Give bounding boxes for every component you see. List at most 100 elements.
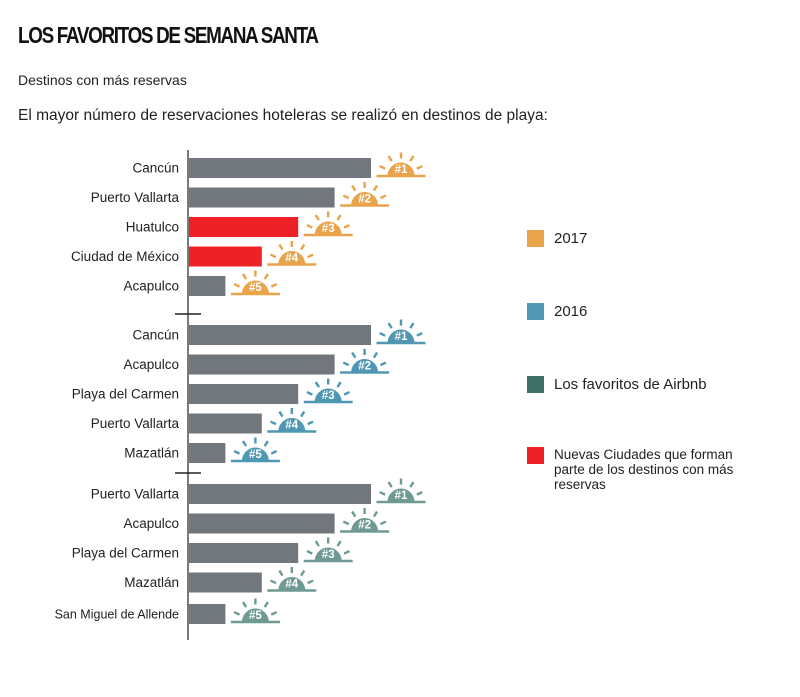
bar-2-2 xyxy=(189,543,299,563)
category-label: Huatulco xyxy=(126,220,179,235)
bar-0-2 xyxy=(189,217,299,237)
rank-ray xyxy=(233,282,241,288)
chart-intro: El mayor número de reservaciones hoteler… xyxy=(18,107,548,124)
category-label: Cancún xyxy=(132,161,179,176)
rank-sun-1-2 xyxy=(314,388,342,402)
bar-0-4 xyxy=(189,276,226,296)
rank-label: #2 xyxy=(358,361,371,373)
rank-ray xyxy=(351,184,357,192)
rank-label: #3 xyxy=(322,549,335,561)
bar-2-1 xyxy=(189,513,335,534)
legend-label-airbnb: Los favoritos de Airbnb xyxy=(554,376,707,393)
rank-ray xyxy=(241,601,248,608)
category-label: Puerto Vallarta xyxy=(91,487,180,502)
rank-ray xyxy=(409,155,415,162)
rank-label: #5 xyxy=(249,282,262,294)
rank-sun-0-0 xyxy=(387,162,415,176)
rank-ray xyxy=(270,449,278,455)
category-label: Cancún xyxy=(132,328,179,343)
rank-ray xyxy=(387,155,393,162)
rank-ray xyxy=(278,410,284,418)
rank-label: #1 xyxy=(395,490,408,502)
rank-sun-1-4 xyxy=(241,447,269,461)
rank-ray xyxy=(270,282,278,288)
rank-ray xyxy=(278,569,284,577)
rank-ray xyxy=(241,440,248,447)
rank-ray xyxy=(379,490,386,496)
category-label: Mazatlán xyxy=(124,575,179,590)
bar-1-3 xyxy=(189,413,262,434)
legend-swatch-airbnb xyxy=(527,376,544,393)
rank-ray xyxy=(416,164,423,170)
bar-2-4 xyxy=(189,604,226,624)
rank-ray xyxy=(307,253,314,259)
category-label: Puerto Vallarta xyxy=(91,190,180,205)
legend-item-airbnb: Los favoritos de Airbnb xyxy=(527,376,707,393)
rank-sun-2-1 xyxy=(351,518,379,532)
rank-label: #1 xyxy=(395,331,408,343)
rank-ray xyxy=(314,540,320,547)
rank-ray xyxy=(263,440,269,447)
category-label: San Miguel de Allende xyxy=(55,608,179,622)
rank-ray xyxy=(343,549,351,555)
rank-ray xyxy=(336,214,342,221)
rank-label: #5 xyxy=(249,610,262,622)
rank-ray xyxy=(342,194,350,200)
rank-ray xyxy=(379,331,386,337)
rank-ray xyxy=(233,610,241,616)
category-label: Playa del Carmen xyxy=(72,546,179,561)
rank-sun-0-4 xyxy=(241,280,269,294)
legend-swatch-2017 xyxy=(527,230,544,247)
page-title: LOS FAVORITOS DE SEMANA SANTA xyxy=(18,22,319,48)
rank-label: #3 xyxy=(322,223,335,235)
rank-ray xyxy=(270,610,278,616)
rank-ray xyxy=(387,322,393,329)
rank-ray xyxy=(307,579,314,585)
rank-ray xyxy=(343,390,351,396)
bar-1-2 xyxy=(189,384,299,404)
rank-label: #2 xyxy=(358,194,371,206)
bar-2-3 xyxy=(189,572,262,593)
legend-swatch-new-cities xyxy=(527,447,544,464)
rank-ray xyxy=(300,243,306,251)
bar-0-0 xyxy=(189,158,371,178)
category-label: Playa del Carmen xyxy=(72,387,179,402)
category-label: Mazatlán xyxy=(124,446,179,461)
bar-1-4 xyxy=(189,443,226,463)
rank-label: #4 xyxy=(285,253,298,265)
rank-ray xyxy=(269,253,277,259)
category-label: Acapulco xyxy=(123,279,179,294)
rank-ray xyxy=(409,322,415,329)
bar-2-0 xyxy=(189,484,371,504)
rank-ray xyxy=(379,164,386,170)
category-label: Ciudad de México xyxy=(71,249,179,264)
rank-sun-1-3 xyxy=(278,418,306,432)
rank-ray xyxy=(387,481,393,488)
rank-ray xyxy=(342,520,350,526)
rank-sun-1-0 xyxy=(387,329,415,343)
rank-ray xyxy=(300,410,306,418)
rank-ray xyxy=(263,273,269,280)
rank-ray xyxy=(416,331,423,337)
chart-subtitle: Destinos con más reservas xyxy=(18,72,187,88)
rank-ray xyxy=(307,420,314,426)
category-label: Acapulco xyxy=(123,516,179,531)
rank-sun-0-3 xyxy=(278,251,306,265)
legend-label-new-cities: Nuevas Ciudades que forman parte de los … xyxy=(554,447,734,492)
rank-ray xyxy=(379,520,387,526)
bar-1-0 xyxy=(189,325,371,345)
rank-ray xyxy=(336,381,342,388)
bar-1-1 xyxy=(189,354,335,375)
rank-label: #2 xyxy=(358,520,371,532)
category-label: Puerto Vallarta xyxy=(91,416,180,431)
rank-ray xyxy=(342,361,350,367)
rank-sun-2-4 xyxy=(241,608,269,622)
category-label: Acapulco xyxy=(123,357,179,372)
rank-ray xyxy=(409,481,415,488)
rank-sun-2-2 xyxy=(314,547,342,561)
rank-ray xyxy=(372,351,379,359)
legend-item-2017: 2017 xyxy=(527,230,587,247)
legend-label-2017: 2017 xyxy=(554,230,588,247)
rank-ray xyxy=(278,243,284,251)
